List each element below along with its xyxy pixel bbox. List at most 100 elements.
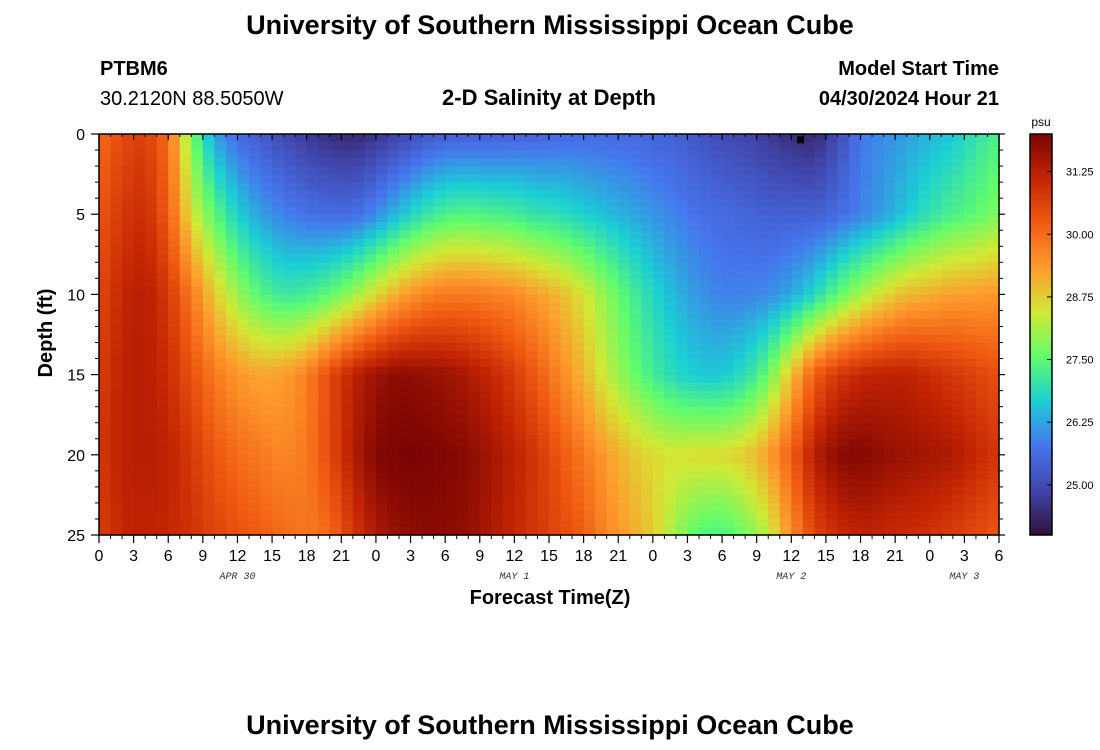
heatmap-cell xyxy=(849,430,862,440)
heatmap-cell xyxy=(745,526,758,536)
heatmap-cell xyxy=(260,478,273,488)
heatmap-cell xyxy=(779,238,792,247)
heatmap-cell xyxy=(479,246,492,255)
heatmap-cell xyxy=(779,422,792,432)
heatmap-cell xyxy=(364,166,377,175)
heatmap-cell xyxy=(849,390,862,400)
heatmap-cell xyxy=(779,518,792,528)
heatmap-cell xyxy=(99,278,112,287)
heatmap-cell xyxy=(733,398,746,408)
heatmap-cell xyxy=(214,390,227,400)
heatmap-cell xyxy=(260,270,273,279)
heatmap-cell xyxy=(502,494,515,504)
heatmap-cell xyxy=(399,326,412,336)
heatmap-cell xyxy=(768,286,781,295)
heatmap-cell xyxy=(549,462,562,472)
heatmap-cell xyxy=(375,182,389,191)
heatmap-cell xyxy=(306,166,319,175)
heatmap-cell xyxy=(156,366,169,376)
heatmap-cell xyxy=(652,286,665,295)
heatmap-cell xyxy=(133,318,146,328)
heatmap-cell xyxy=(664,270,677,279)
heatmap-cell xyxy=(110,406,123,416)
heatmap-cell xyxy=(722,334,735,344)
heatmap-cell xyxy=(179,158,192,167)
heatmap-cell xyxy=(802,326,815,336)
heatmap-cell xyxy=(399,446,412,456)
heatmap-cell xyxy=(779,150,792,159)
heatmap-cell xyxy=(272,270,285,279)
heatmap-cell xyxy=(191,190,204,199)
heatmap-cell xyxy=(802,478,815,488)
heatmap-cell xyxy=(895,318,908,328)
heatmap-cell xyxy=(583,294,596,304)
heatmap-cell xyxy=(202,294,215,304)
heatmap-cell xyxy=(525,286,539,295)
heatmap-cell xyxy=(537,238,550,247)
heatmap-cell xyxy=(664,518,677,528)
heatmap-cell xyxy=(779,414,792,424)
heatmap-cell xyxy=(387,270,400,279)
heatmap-cell xyxy=(872,342,885,352)
heatmap-cell xyxy=(191,454,204,464)
heatmap-cell xyxy=(318,438,331,448)
heatmap-cell xyxy=(652,326,665,336)
heatmap-cell xyxy=(618,358,631,368)
heatmap-cell xyxy=(849,206,862,215)
heatmap-cell xyxy=(560,230,573,239)
heatmap-cell xyxy=(849,254,862,263)
heatmap-cell xyxy=(468,366,481,376)
heatmap-cell xyxy=(156,190,169,199)
heatmap-cell xyxy=(825,286,839,295)
heatmap-cell xyxy=(918,422,931,432)
heatmap-cell xyxy=(375,358,389,368)
heatmap-cell xyxy=(675,406,689,416)
heatmap-cell xyxy=(156,310,169,320)
heatmap-cell xyxy=(987,390,1000,400)
heatmap-cell xyxy=(872,526,885,536)
heatmap-cell xyxy=(318,414,331,424)
heatmap-cell xyxy=(341,430,354,440)
heatmap-cell xyxy=(283,414,296,424)
heatmap-cell xyxy=(791,438,804,448)
heatmap-cell xyxy=(641,438,654,448)
heatmap-cell xyxy=(583,526,596,536)
heatmap-cell xyxy=(537,494,550,504)
heatmap-cell xyxy=(675,462,689,472)
heatmap-cell xyxy=(710,190,723,199)
heatmap-cell xyxy=(987,142,1000,151)
heatmap-cell xyxy=(202,398,215,408)
heatmap-cell xyxy=(479,526,492,536)
heatmap-cell xyxy=(802,182,815,191)
heatmap-cell xyxy=(260,254,273,263)
heatmap-cell xyxy=(860,246,873,255)
heatmap-cell xyxy=(791,518,804,528)
heatmap-cell xyxy=(133,230,146,239)
heatmap-cell xyxy=(849,518,862,528)
heatmap-cell xyxy=(664,502,677,512)
heatmap-cell xyxy=(445,382,458,392)
heatmap-cell xyxy=(295,246,308,255)
heatmap-cell xyxy=(687,342,700,352)
heatmap-cell xyxy=(964,222,977,231)
heatmap-cell xyxy=(595,462,608,472)
heatmap-cell xyxy=(791,462,804,472)
heatmap-cell xyxy=(895,246,908,255)
heatmap-cell xyxy=(468,158,481,167)
heatmap-cell xyxy=(745,174,758,183)
heatmap-cell xyxy=(964,510,977,520)
heatmap-cell xyxy=(560,502,573,512)
heatmap-cell xyxy=(549,334,562,344)
heatmap-cell xyxy=(975,406,989,416)
heatmap-cell xyxy=(410,150,423,159)
heatmap-cell xyxy=(699,246,712,255)
heatmap-cell xyxy=(756,518,769,528)
heatmap-cell xyxy=(168,406,181,416)
heatmap-cell xyxy=(399,238,412,247)
heatmap-cell xyxy=(145,214,158,223)
heatmap-cell xyxy=(375,350,389,360)
heatmap-cell xyxy=(375,198,389,207)
heatmap-cell xyxy=(364,286,377,295)
heatmap-cell xyxy=(814,502,827,512)
heatmap-cell xyxy=(768,182,781,191)
